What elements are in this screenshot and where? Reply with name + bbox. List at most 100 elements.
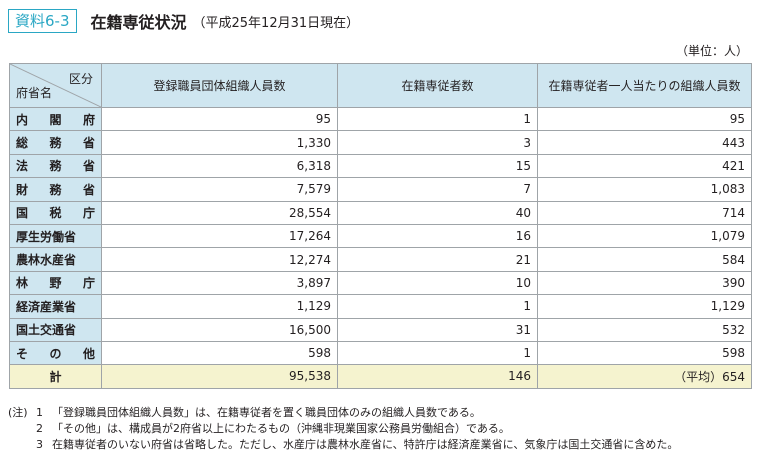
footnote-prefix [8, 437, 36, 453]
members-cell: 1,129 [101, 294, 338, 319]
ministry-char: 他 [82, 346, 95, 361]
staff-cell: 40 [337, 200, 538, 225]
table-row: 財 務 省 7,579 7 1,083 [9, 177, 752, 202]
members-cell: 1,330 [101, 130, 338, 155]
table-row: 厚生労働省 17,264 16 1,079 [9, 223, 752, 249]
ministry-char: 府 [82, 112, 95, 127]
footnote: (注) 1 「登録職員団体組織人員数」は、在籍専従者を置く職員団体のみの組織人員数で… [8, 405, 678, 421]
members-cell: 17,264 [101, 223, 338, 249]
per-staff-cell: 1,083 [537, 177, 752, 202]
members-cell: 7,579 [101, 177, 338, 202]
table-row: 経済産業省 1,129 1 1,129 [9, 294, 752, 319]
staff-table: 区分 府省名 登録職員団体組織人員数 在籍専従者数 在籍専従者一人当たりの組織人… [9, 63, 752, 389]
ministry-char: 務 [49, 182, 62, 197]
ministry-char: 省 [82, 159, 95, 174]
total-staff: 146 [337, 364, 538, 389]
total-members: 95,538 [101, 364, 338, 389]
staff-cell: 1 [337, 340, 538, 366]
unit-label: （単位：人） [675, 44, 748, 58]
ministry-name: その他 [9, 340, 102, 366]
ministry-char: 国 [16, 206, 29, 221]
staff-cell: 3 [337, 130, 538, 155]
ministry-name: 国土交通省 [9, 317, 102, 342]
ministry-name: 国税庁 [9, 200, 102, 225]
ministry-char: 法 [16, 159, 29, 174]
ministry-name: 林野庁 [9, 270, 102, 296]
table-row: そ の 他 598 1 598 [9, 340, 752, 366]
per-staff-cell: 95 [537, 106, 752, 132]
ministry-name: 法務省 [9, 153, 102, 179]
per-staff-cell: 598 [537, 340, 752, 366]
per-staff-cell: 714 [537, 200, 752, 225]
footnote-number: 1 [36, 406, 43, 419]
ministry-char: 経済産業省 [16, 299, 77, 314]
ministry-char: 総 [16, 136, 29, 151]
table-row: 国 税 庁 28,554 40 714 [9, 200, 752, 225]
ministry-char: 財 [16, 182, 29, 197]
corner-top-label: 区分 [68, 72, 93, 86]
column-header: 在籍専従者一人当たりの組織人員数 [537, 63, 752, 108]
ministry-char: 内 [16, 112, 29, 127]
members-cell: 6,318 [101, 153, 338, 179]
page-subtitle: （平成25年12月31日現在） [192, 15, 360, 31]
ministry-char: 野 [49, 276, 62, 291]
ministry-char: 国土交通省 [16, 323, 77, 338]
per-staff-cell: 1,129 [537, 294, 752, 319]
per-staff-cell: 532 [537, 317, 752, 342]
footnote-prefix [8, 421, 36, 437]
ministry-char: 省 [82, 136, 95, 151]
ministry-char: 税 [49, 206, 62, 221]
footnote: 2 「その他」は、構成員が2府省以上にわたるもの（沖縄非現業国家公務員労働組合）で… [8, 421, 678, 437]
staff-cell: 21 [337, 247, 538, 272]
footnote-number: 2 [36, 422, 43, 435]
members-cell: 28,554 [101, 200, 338, 225]
ministry-char: 庁 [82, 206, 95, 221]
members-cell: 3,897 [101, 270, 338, 296]
ministry-name: 経済産業省 [9, 294, 102, 319]
table-row: 内 閣 府 95 1 95 [9, 106, 752, 132]
staff-cell: 31 [337, 317, 538, 342]
ministry-char: 庁 [82, 276, 95, 291]
footnote-text: 「登録職員団体組織人員数」は、在籍専従者を置く職員団体のみの組織人員数である。 [52, 406, 481, 419]
per-staff-cell: 390 [537, 270, 752, 296]
ministry-name: 総務省 [9, 130, 102, 155]
staff-cell: 16 [337, 223, 538, 249]
ministry-char: そ [16, 346, 29, 361]
per-staff-cell: 584 [537, 247, 752, 272]
ministry-char: 省 [82, 182, 95, 197]
table-row: 国土交通省 16,500 31 532 [9, 317, 752, 342]
staff-cell: 1 [337, 106, 538, 132]
table-row: 法 務 省 6,318 15 421 [9, 153, 752, 179]
staff-cell: 15 [337, 153, 538, 179]
total-row: 計 95,538 146 （平均）654 [9, 364, 752, 389]
ministry-char: 務 [49, 159, 62, 174]
footnote-text: 「その他」は、構成員が2府省以上にわたるもの（沖縄非現業国家公務員労働組合）であ… [52, 422, 510, 435]
ministry-name: 農林水産省 [9, 247, 102, 272]
diagonal-line [10, 64, 101, 107]
staff-cell: 7 [337, 177, 538, 202]
total-label: 計 [9, 364, 102, 389]
table-row: 農林水産省 12,274 21 584 [9, 247, 752, 272]
page-header: 資料6-3 在籍専従状況 （平成25年12月31日現在） [8, 8, 359, 34]
staff-cell: 1 [337, 294, 538, 319]
table-row: 林 野 庁 3,897 10 390 [9, 270, 752, 296]
members-cell: 16,500 [101, 317, 338, 342]
table-row: 総 務 省 1,330 3 443 [9, 130, 752, 155]
footnote-prefix: (注) [8, 406, 28, 419]
document-badge: 資料6-3 [8, 9, 77, 33]
ministry-char: 林 [16, 276, 29, 291]
ministry-name: 財務省 [9, 177, 102, 202]
ministry-char: 厚生労働省 [16, 229, 77, 244]
column-header: 登録職員団体組織人員数 [101, 63, 338, 108]
header-row: 区分 府省名 登録職員団体組織人員数 在籍専従者数 在籍専従者一人当たりの組織人… [9, 63, 752, 108]
ministry-char: 閣 [49, 112, 62, 127]
members-cell: 12,274 [101, 247, 338, 272]
page-title: 在籍専従状況 [90, 13, 187, 32]
ministry-name: 厚生労働省 [9, 223, 102, 249]
per-staff-cell: 1,079 [537, 223, 752, 249]
per-staff-cell: 443 [537, 130, 752, 155]
ministry-char: 農林水産省 [16, 253, 77, 268]
ministry-name: 内閣府 [9, 106, 102, 132]
footnote: 3 在籍専従者のいない府省は省略した。ただし、水産庁は農林水産省に、特許庁は経済産… [8, 437, 678, 453]
footnote-text: 在籍専従者のいない府省は省略した。ただし、水産庁は農林水産省に、特許庁は経済産業… [52, 438, 679, 451]
